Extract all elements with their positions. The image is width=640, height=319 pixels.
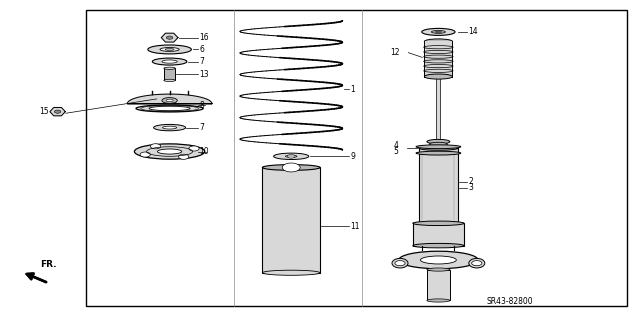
Ellipse shape	[427, 268, 450, 271]
Text: 15: 15	[40, 107, 49, 116]
Ellipse shape	[424, 39, 452, 44]
Polygon shape	[127, 94, 212, 104]
Circle shape	[189, 146, 199, 151]
Text: 7: 7	[200, 57, 205, 66]
Text: 1: 1	[350, 85, 355, 94]
Ellipse shape	[262, 165, 320, 170]
Ellipse shape	[152, 58, 187, 65]
Circle shape	[54, 110, 61, 113]
Ellipse shape	[148, 45, 191, 54]
Ellipse shape	[134, 144, 205, 159]
Ellipse shape	[416, 151, 461, 155]
Ellipse shape	[136, 105, 204, 112]
Bar	[164, 68, 175, 80]
Ellipse shape	[422, 28, 455, 35]
Text: 10: 10	[200, 147, 209, 156]
Circle shape	[179, 154, 189, 159]
Ellipse shape	[285, 155, 297, 158]
Ellipse shape	[413, 221, 464, 226]
Ellipse shape	[413, 243, 464, 248]
Ellipse shape	[160, 48, 179, 51]
Bar	[419, 148, 458, 223]
Ellipse shape	[262, 270, 320, 275]
Ellipse shape	[427, 139, 450, 144]
Polygon shape	[50, 108, 65, 116]
Ellipse shape	[154, 124, 186, 131]
Text: 11: 11	[350, 222, 360, 231]
Circle shape	[150, 144, 161, 149]
Ellipse shape	[164, 67, 175, 70]
Ellipse shape	[419, 146, 458, 150]
Text: 14: 14	[468, 27, 478, 36]
Ellipse shape	[429, 142, 447, 146]
Circle shape	[472, 261, 482, 266]
Ellipse shape	[162, 60, 177, 63]
Bar	[262, 167, 320, 273]
Ellipse shape	[274, 153, 309, 160]
Ellipse shape	[166, 99, 173, 102]
Text: 3: 3	[468, 183, 474, 192]
Text: 4: 4	[394, 141, 399, 150]
Circle shape	[140, 152, 150, 157]
Circle shape	[166, 36, 173, 39]
Ellipse shape	[431, 31, 445, 33]
Text: FR.: FR.	[40, 260, 57, 269]
Text: 16: 16	[200, 33, 209, 42]
Ellipse shape	[392, 258, 408, 268]
Ellipse shape	[165, 48, 174, 50]
Text: 8: 8	[200, 101, 204, 110]
Ellipse shape	[416, 145, 461, 149]
Ellipse shape	[157, 149, 182, 154]
Circle shape	[395, 261, 405, 266]
Ellipse shape	[399, 251, 478, 269]
Text: 5: 5	[394, 147, 399, 156]
Ellipse shape	[427, 299, 450, 302]
Bar	[427, 270, 450, 300]
Text: 9: 9	[350, 152, 355, 161]
Bar	[413, 223, 464, 246]
Ellipse shape	[149, 106, 190, 111]
Ellipse shape	[420, 256, 456, 264]
Circle shape	[287, 154, 295, 158]
Text: 6: 6	[200, 45, 205, 54]
Text: 7: 7	[200, 123, 205, 132]
Circle shape	[282, 163, 300, 172]
Ellipse shape	[424, 74, 452, 79]
Ellipse shape	[163, 126, 177, 129]
Polygon shape	[161, 33, 178, 42]
Ellipse shape	[164, 79, 175, 82]
Text: 13: 13	[200, 70, 209, 79]
Text: SR43-82800: SR43-82800	[486, 297, 533, 306]
Ellipse shape	[435, 31, 442, 33]
Bar	[86, 10, 627, 306]
Text: 2: 2	[468, 177, 473, 186]
Ellipse shape	[162, 98, 177, 103]
Bar	[424, 41, 452, 77]
Bar	[436, 77, 440, 144]
Text: 12: 12	[390, 48, 400, 57]
Ellipse shape	[469, 258, 485, 268]
